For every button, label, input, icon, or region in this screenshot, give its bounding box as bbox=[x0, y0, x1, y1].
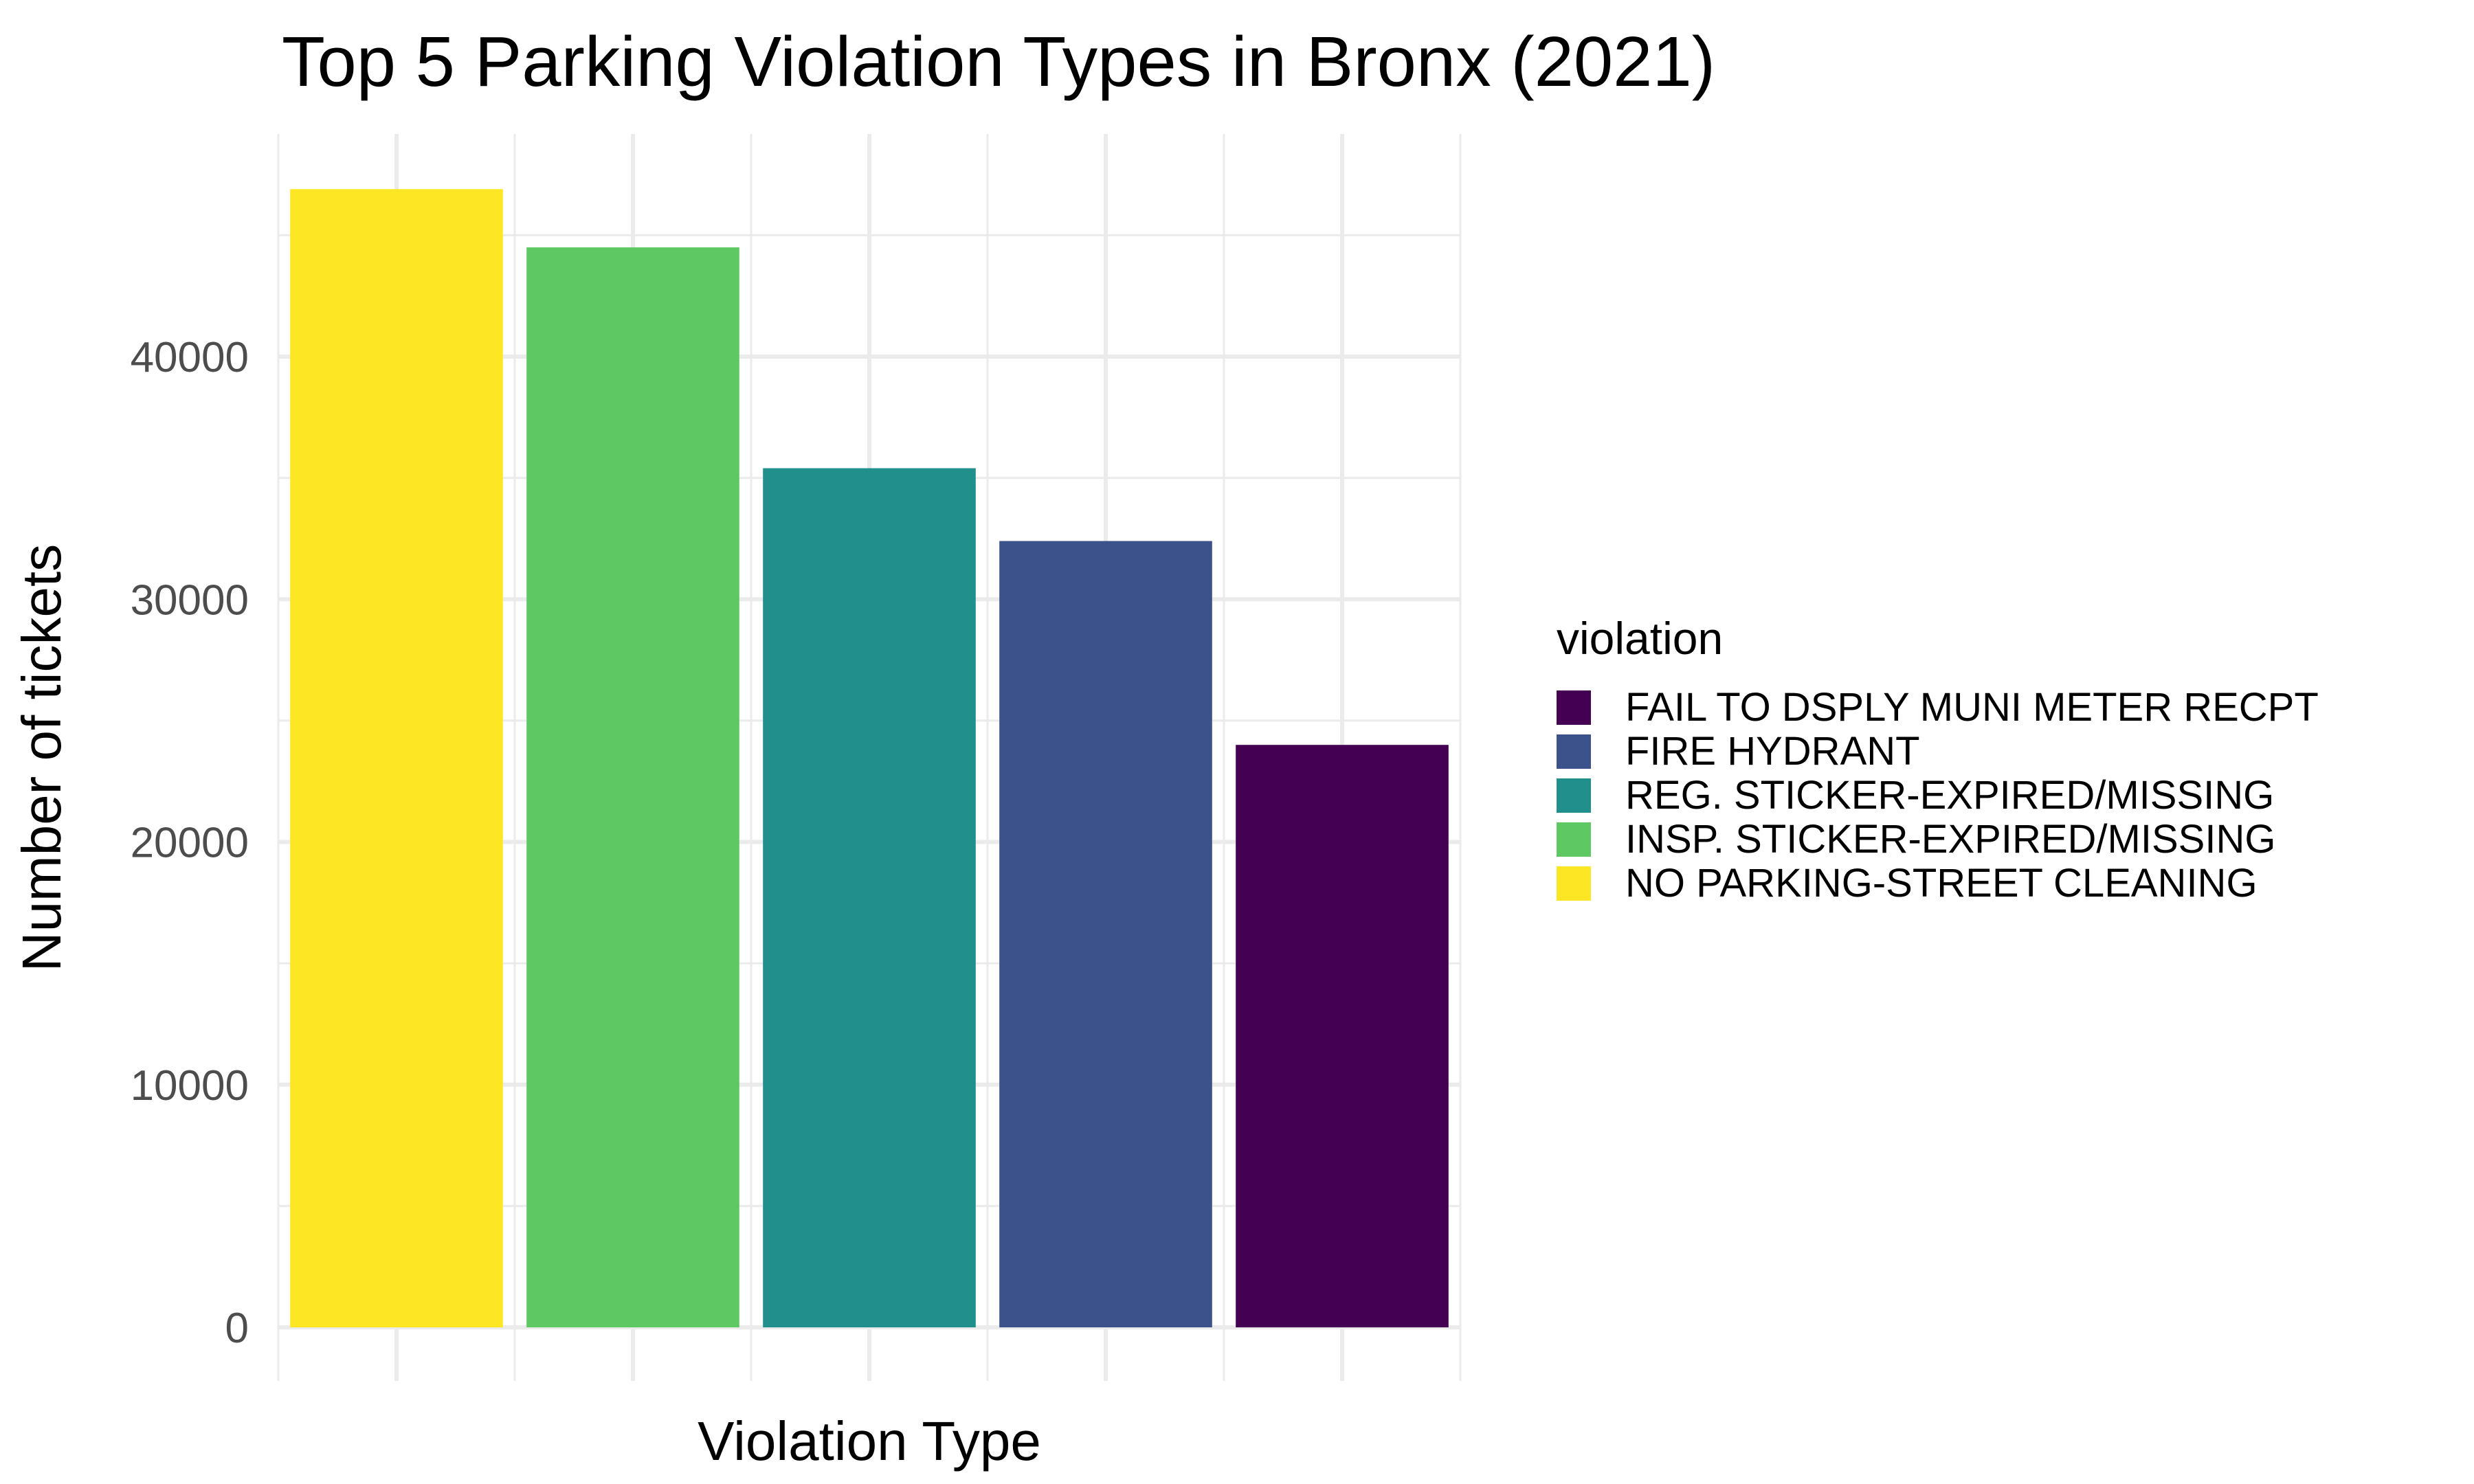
legend-title: violation bbox=[1557, 613, 1723, 664]
legend-key bbox=[1557, 734, 1591, 769]
bar bbox=[1236, 745, 1449, 1327]
legend-label: REG. STICKER-EXPIRED/MISSING bbox=[1625, 773, 2274, 818]
chart-title: Top 5 Parking Violation Types in Bronx (… bbox=[282, 22, 1715, 101]
legend: violation FAIL TO DSPLY MUNI METER RECPT… bbox=[1557, 613, 2319, 906]
legend-label: NO PARKING-STREET CLEANING bbox=[1625, 861, 2258, 906]
y-axis-tick-labels: 0 10000 20000 30000 40000 bbox=[131, 334, 249, 1352]
legend-label: FAIL TO DSPLY MUNI METER RECPT bbox=[1625, 685, 2319, 730]
bar bbox=[999, 541, 1212, 1327]
y-tick-label: 30000 bbox=[131, 576, 249, 624]
y-tick-label: 40000 bbox=[131, 334, 249, 381]
bars bbox=[290, 189, 1449, 1328]
y-tick-label: 10000 bbox=[131, 1062, 249, 1110]
bar bbox=[526, 247, 739, 1328]
legend-key bbox=[1557, 690, 1591, 725]
bar bbox=[763, 468, 976, 1327]
y-axis-title: Number of tickets bbox=[11, 544, 72, 971]
legend-key bbox=[1557, 822, 1591, 857]
legend-key bbox=[1557, 778, 1591, 813]
y-tick-label: 20000 bbox=[131, 820, 249, 867]
legend-label: FIRE HYDRANT bbox=[1625, 729, 1920, 774]
legend-key bbox=[1557, 866, 1591, 901]
x-axis-title: Violation Type bbox=[698, 1410, 1041, 1472]
y-tick-label: 0 bbox=[225, 1305, 249, 1352]
bar bbox=[290, 189, 503, 1327]
legend-label: INSP. STICKER-EXPIRED/MISSING bbox=[1625, 817, 2275, 862]
